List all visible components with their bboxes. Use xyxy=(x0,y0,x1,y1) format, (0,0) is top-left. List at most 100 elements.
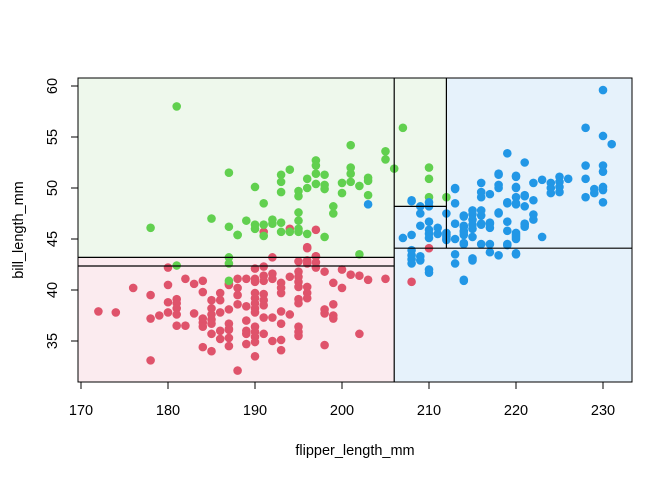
data-point-blue xyxy=(476,192,486,202)
data-point-red xyxy=(363,275,373,285)
data-point-blue xyxy=(520,202,529,211)
x-tick-label: 190 xyxy=(243,403,267,419)
data-point-red xyxy=(207,304,216,313)
data-point-green xyxy=(259,231,269,241)
data-point-green xyxy=(276,170,286,180)
data-point-green xyxy=(346,177,356,187)
y-tick-label: 40 xyxy=(45,282,61,298)
data-point-blue xyxy=(485,247,495,257)
data-point-blue xyxy=(598,197,608,207)
data-point-blue xyxy=(450,199,460,208)
data-point-red xyxy=(268,274,277,284)
data-point-blue xyxy=(590,188,599,198)
data-point-blue xyxy=(503,217,512,226)
data-point-red xyxy=(172,304,181,313)
data-point-green xyxy=(250,224,260,234)
data-point-red xyxy=(268,336,277,346)
data-point-red xyxy=(250,308,260,317)
data-point-blue xyxy=(598,167,608,176)
data-point-blue xyxy=(563,174,573,184)
data-point-green xyxy=(302,229,312,239)
data-point-blue xyxy=(503,239,512,249)
data-point-blue xyxy=(520,158,529,167)
data-point-red xyxy=(337,283,347,293)
data-point-red xyxy=(242,316,251,325)
x-tick-label: 200 xyxy=(330,403,354,419)
data-point-blue xyxy=(494,170,503,180)
data-point-red xyxy=(146,356,155,365)
data-point-red xyxy=(259,329,269,339)
data-point-blue xyxy=(450,250,460,259)
data-point-green xyxy=(320,170,329,180)
data-point-green xyxy=(381,146,390,156)
data-point-red xyxy=(189,279,199,289)
data-point-green xyxy=(337,188,347,198)
data-point-red xyxy=(215,308,225,317)
data-point-red xyxy=(172,321,181,331)
data-point-green xyxy=(224,168,234,177)
data-point-red xyxy=(146,290,155,300)
data-point-blue xyxy=(607,139,616,149)
data-point-red xyxy=(311,252,321,261)
data-point-blue xyxy=(520,191,529,201)
x-tick-label: 170 xyxy=(69,403,93,419)
data-point-green xyxy=(294,216,303,225)
data-point-blue xyxy=(546,188,556,198)
data-point-blue xyxy=(485,189,495,199)
data-point-blue xyxy=(407,230,416,240)
data-point-red xyxy=(311,225,321,235)
data-point-red xyxy=(285,272,295,282)
data-point-red xyxy=(355,329,364,339)
data-point-red xyxy=(94,307,103,316)
data-point-red xyxy=(181,274,190,284)
y-tick-label: 35 xyxy=(45,333,61,349)
data-point-blue xyxy=(424,268,434,277)
data-point-red xyxy=(302,282,312,292)
y-tick-label: 50 xyxy=(45,180,61,196)
data-point-blue xyxy=(416,209,425,218)
data-point-blue xyxy=(468,224,477,234)
data-point-blue xyxy=(459,239,469,249)
data-point-blue xyxy=(511,192,521,202)
data-point-red xyxy=(276,335,286,345)
data-point-blue xyxy=(450,184,460,194)
data-point-red xyxy=(259,301,269,310)
data-point-green xyxy=(285,227,295,237)
data-point-blue xyxy=(407,259,416,268)
data-point-green xyxy=(320,232,329,242)
data-point-green xyxy=(233,230,242,240)
data-point-blue xyxy=(468,256,477,265)
data-point-green xyxy=(276,218,286,227)
data-point-red xyxy=(329,278,338,288)
data-point-red xyxy=(207,319,216,328)
data-point-red xyxy=(329,314,338,323)
data-point-blue xyxy=(503,149,512,158)
data-point-green xyxy=(381,155,390,164)
data-point-green xyxy=(424,174,434,184)
x-tick-label: 220 xyxy=(504,403,528,419)
y-axis: 35 40 45 50 55 60 xyxy=(45,78,79,349)
data-point-red xyxy=(224,325,234,335)
y-tick-label: 55 xyxy=(45,129,61,145)
data-point-blue xyxy=(407,196,416,206)
data-point-green xyxy=(268,219,277,228)
data-point-green xyxy=(355,181,364,191)
data-point-red xyxy=(163,263,173,272)
data-point-blue xyxy=(581,192,590,202)
data-point-green xyxy=(207,214,216,223)
data-point-blue xyxy=(511,234,521,244)
data-point-red xyxy=(207,329,216,339)
data-point-blue xyxy=(433,223,443,233)
data-point-red xyxy=(320,267,329,276)
data-point-blue xyxy=(424,217,434,226)
data-point-red xyxy=(294,257,303,266)
data-point-blue xyxy=(537,232,547,242)
data-point-blue xyxy=(398,233,408,243)
data-point-red xyxy=(329,299,338,309)
data-point-green xyxy=(311,169,321,179)
data-point-green xyxy=(224,276,234,286)
x-tick-label: 180 xyxy=(156,403,180,419)
data-point-green xyxy=(329,202,338,211)
data-point-red xyxy=(215,334,225,344)
data-point-red xyxy=(407,277,416,287)
